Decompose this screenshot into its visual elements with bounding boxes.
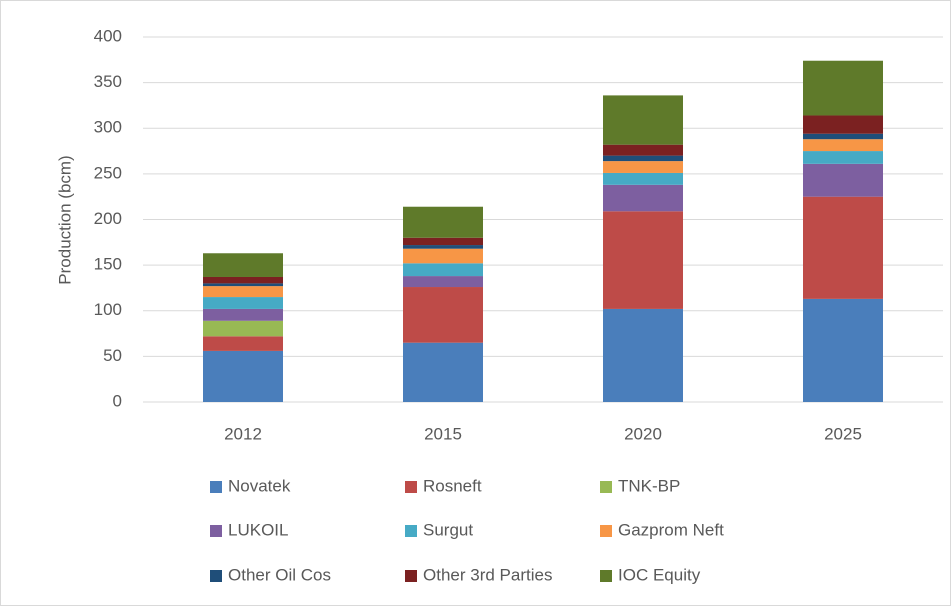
bar-segment [403, 206, 483, 238]
legend-label: Rosneft [423, 476, 482, 495]
legend-swatch [405, 525, 417, 537]
legend-swatch [210, 525, 222, 537]
legend-label: Other Oil Cos [228, 565, 331, 584]
legend-label: Other 3rd Parties [423, 565, 552, 584]
x-tick-label: 2012 [224, 424, 262, 443]
bar-segment [203, 308, 283, 321]
legend-label: LUKOIL [228, 520, 288, 539]
legend-label: Surgut [423, 520, 473, 539]
legend-label: TNK-BP [618, 476, 680, 495]
bar-segment [403, 263, 483, 277]
legend-label: Gazprom Neft [618, 520, 724, 539]
bar-segment [803, 151, 883, 164]
bar-segment [203, 276, 283, 284]
y-tick-label: 50 [103, 346, 122, 365]
bar-segment [603, 161, 683, 173]
bar-segment [203, 283, 283, 287]
bar-segment [803, 60, 883, 116]
y-axis-label: Production (bcm) [55, 155, 74, 284]
y-tick-label: 350 [94, 72, 122, 91]
legend-swatch [600, 525, 612, 537]
bar-segment [403, 237, 483, 246]
y-tick-label: 250 [94, 163, 122, 182]
bar-segment [203, 336, 283, 351]
bar-segment [603, 211, 683, 309]
bar-segment [603, 144, 683, 156]
bar-segment [403, 248, 483, 264]
legend-swatch [600, 570, 612, 582]
bar-segment [803, 133, 883, 140]
legend-swatch [210, 570, 222, 582]
x-tick-label: 2015 [424, 424, 462, 443]
bar-segment [603, 155, 683, 162]
bar-segment [203, 286, 283, 298]
bar-segment [603, 95, 683, 145]
y-tick-label: 300 [94, 118, 122, 137]
legend-label: IOC Equity [618, 565, 701, 584]
y-tick-label: 200 [94, 209, 122, 228]
bar-segment [403, 287, 483, 343]
legend-swatch [405, 570, 417, 582]
legend-swatch [210, 481, 222, 493]
bar-segment [403, 245, 483, 249]
bar-segment [603, 308, 683, 402]
y-tick-label: 150 [94, 255, 122, 274]
legend-swatch [405, 481, 417, 493]
bar-segment [203, 320, 283, 337]
bar-segment [603, 184, 683, 212]
bar-segment [803, 115, 883, 134]
bar-segment [403, 342, 483, 402]
legend-label: Novatek [228, 476, 291, 495]
bar-segment [203, 253, 283, 277]
bar-segment [803, 139, 883, 152]
bar-segment [603, 172, 683, 185]
y-tick-label: 0 [113, 391, 122, 410]
x-tick-label: 2020 [624, 424, 662, 443]
x-tick-label: 2025 [824, 424, 862, 443]
y-tick-label: 400 [94, 26, 122, 45]
bar-segment [803, 163, 883, 197]
bar-segment [403, 276, 483, 288]
bar-segment [203, 350, 283, 402]
bar-segment [203, 297, 283, 309]
y-tick-label: 100 [94, 300, 122, 319]
bar-segment [803, 298, 883, 402]
legend-swatch [600, 481, 612, 493]
bar-segment [803, 196, 883, 299]
